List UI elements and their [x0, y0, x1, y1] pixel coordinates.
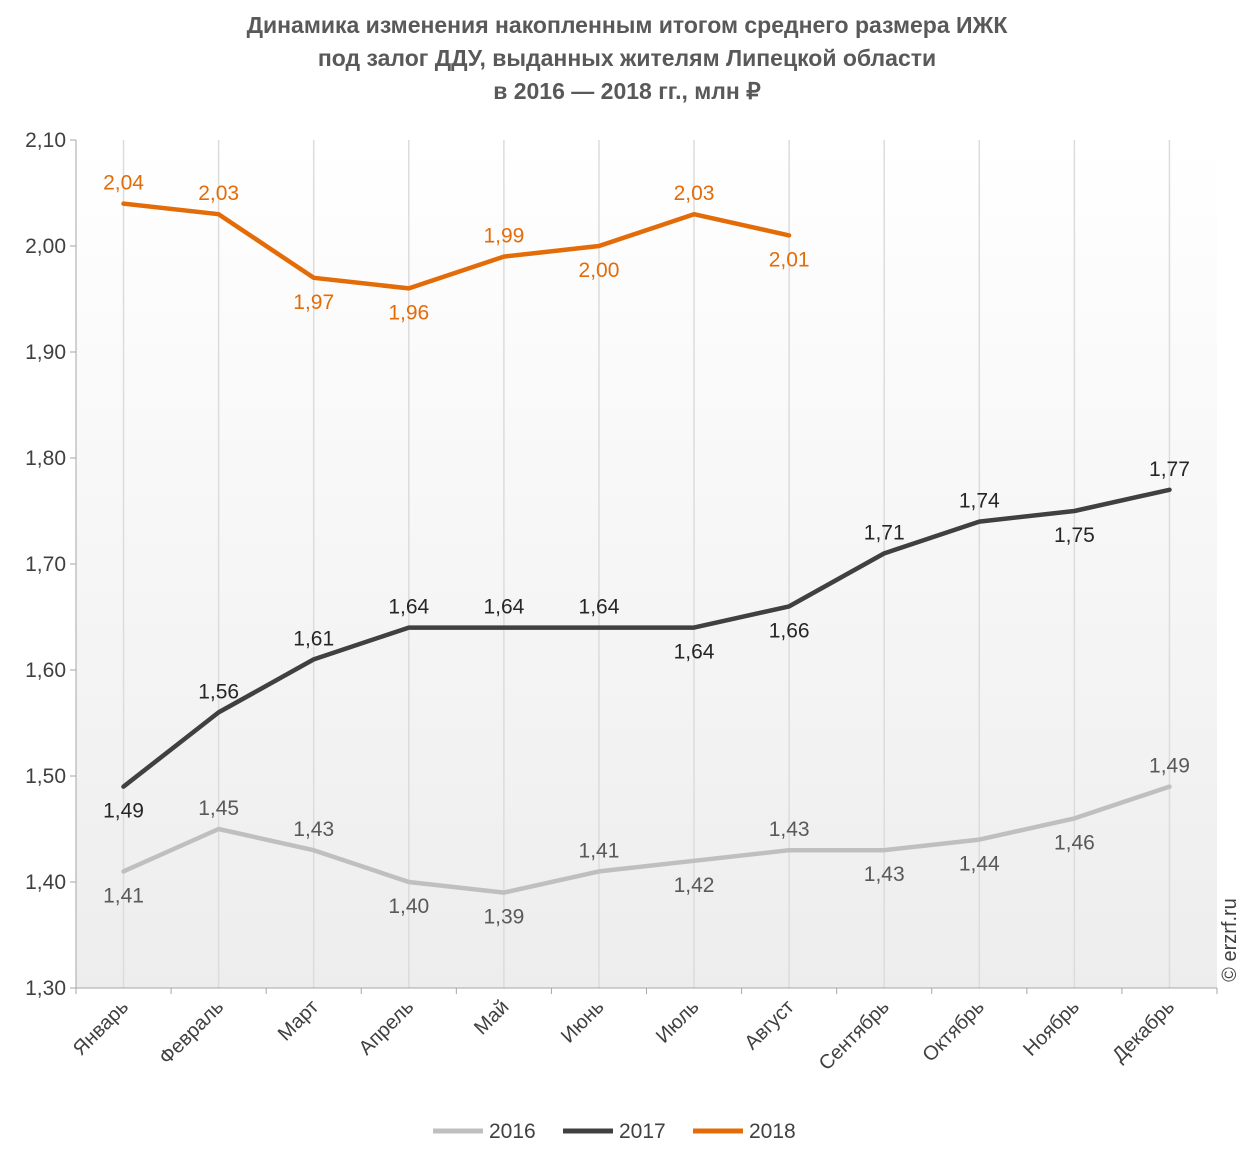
data-label-2017: 1,64	[483, 596, 524, 619]
data-label-2018: 1,96	[388, 301, 429, 324]
data-label-2016: 1,43	[293, 818, 334, 841]
data-label-2016: 1,40	[388, 895, 429, 918]
y-tick-label: 1,30	[25, 977, 66, 1000]
y-tick-label: 1,90	[25, 341, 66, 364]
data-label-2016: 1,39	[483, 906, 524, 929]
x-tick-label: Май	[470, 996, 513, 1039]
y-tick-label: 2,00	[25, 235, 66, 258]
data-label-2017: 1,64	[579, 596, 620, 619]
legend: 2016 2017 2018	[433, 1120, 796, 1143]
x-tick-label: Август	[741, 996, 799, 1054]
legend-label-2018: 2018	[749, 1120, 796, 1143]
y-tick-label: 1,50	[25, 765, 66, 788]
chart-title-line-2: под залог ДДУ, выданных жителям Липецкой…	[318, 45, 936, 71]
x-tick-label: Сентябрь	[815, 996, 894, 1075]
data-label-2016: 1,41	[103, 884, 144, 907]
x-tick-label: Июнь	[557, 996, 609, 1048]
series-lines	[121, 201, 1172, 895]
data-label-2018: 2,03	[198, 182, 239, 205]
data-label-2017: 1,64	[388, 596, 429, 619]
legend-label-2016: 2016	[489, 1120, 536, 1143]
y-tick-label: 2,10	[25, 129, 66, 152]
data-label-2018: 1,97	[293, 291, 334, 314]
data-label-2016: 1,49	[1149, 755, 1190, 778]
x-tick-label: Февраль	[155, 996, 228, 1069]
x-tick-label: Декабрь	[1108, 996, 1179, 1067]
data-label-2016: 1,42	[674, 874, 715, 897]
x-tick-label: Июль	[652, 996, 704, 1048]
data-label-2017: 1,66	[769, 619, 810, 642]
data-label-2016: 1,44	[959, 853, 1000, 876]
data-label-2017: 1,75	[1054, 524, 1095, 547]
y-tick-label: 1,60	[25, 659, 66, 682]
chart-title-line-1: Динамика изменения накопленным итогом ср…	[247, 12, 1009, 38]
data-label-2016: 1,46	[1054, 831, 1095, 854]
grid-lines	[122, 140, 1171, 988]
data-label-2018: 2,01	[769, 248, 810, 271]
x-tick-label: Октябрь	[918, 996, 988, 1066]
watermark: © erzrf.ru	[1219, 898, 1241, 982]
data-label-2016: 1,41	[579, 839, 620, 862]
x-tick-label: Январь	[69, 996, 133, 1060]
data-label-2017: 1,61	[293, 627, 334, 650]
data-label-2016: 1,43	[769, 818, 810, 841]
data-labels: 1,41 1,45 1,43 1,40 1,39 1,41 1,42 1,43 1,43 1,44…	[103, 172, 1190, 929]
data-label-2018: 2,04	[103, 172, 144, 195]
data-label-2016: 1,43	[864, 863, 905, 886]
y-tick-label: 1,70	[25, 553, 66, 576]
data-label-2018: 2,03	[674, 182, 715, 205]
data-label-2017: 1,49	[103, 800, 144, 823]
data-label-2018: 1,99	[483, 225, 524, 248]
data-label-2017: 1,74	[959, 490, 1000, 513]
data-label-2018: 2,00	[579, 259, 620, 282]
series-line-2017	[121, 487, 1172, 789]
data-label-2017: 1,56	[198, 680, 239, 703]
data-label-2017: 1,71	[864, 521, 905, 544]
legend-label-2017: 2017	[619, 1120, 666, 1143]
series-line-2018	[121, 201, 792, 291]
data-label-2017: 1,77	[1149, 458, 1190, 481]
data-label-2017: 1,64	[674, 641, 715, 664]
x-tick-label: Ноябрь	[1019, 996, 1084, 1061]
chart-title: Динамика изменения накопленным итогом ср…	[247, 12, 1009, 104]
x-tick-label: Апрель	[355, 996, 419, 1060]
chart-title-line-3: в 2016 — 2018 гг., млн ₽	[493, 78, 761, 104]
x-tick-label: Март	[274, 996, 323, 1045]
y-tick-label: 1,40	[25, 871, 66, 894]
plot-area	[76, 140, 1217, 988]
series-line-2016	[121, 784, 1172, 895]
data-label-2016: 1,45	[198, 797, 239, 820]
y-tick-label: 1,80	[25, 447, 66, 470]
